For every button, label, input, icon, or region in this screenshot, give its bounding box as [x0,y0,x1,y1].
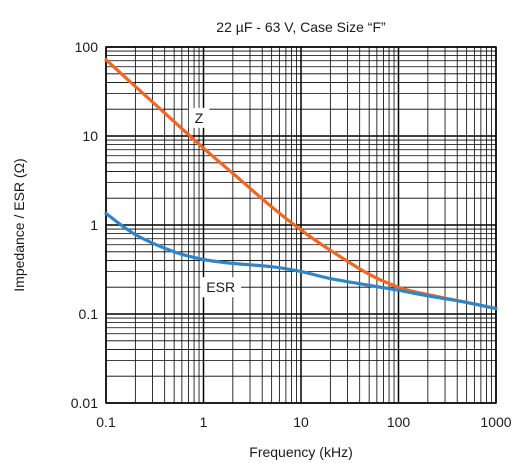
x-axis-tick-labels: 0.1 1 10 100 1000 [96,414,512,430]
series-layer [104,58,498,311]
y-axis-tick-labels: 0.01 0.1 1 10 100 [71,39,98,411]
x-tick-label: 0.1 [96,414,116,430]
series-line-esr [104,211,498,311]
x-tick-label: 10 [293,414,309,430]
y-tick-label: 0.1 [79,306,99,322]
series-label-box [200,277,242,298]
x-axis-title: Frequency (kHz) [249,444,352,460]
plot-frame [105,46,497,404]
series-label-layer: Z ESR [188,107,242,298]
x-tick-label: 1 [200,414,208,430]
y-tick-label: 1 [90,217,98,233]
series-label-z: Z [195,110,204,126]
series-label-esr: ESR [206,279,235,295]
x-tick-label: 1000 [480,414,511,430]
y-tick-label: 10 [82,128,98,144]
y-tick-label: 100 [75,39,99,55]
series-label-box [188,107,210,128]
x-tick-label: 100 [387,414,411,430]
y-tick-label: 0.01 [71,395,98,411]
y-axis-title: Impedance / ESR (Ω) [11,158,27,291]
chart-title: 22 µF - 63 V, Case Size “F” [216,19,386,35]
